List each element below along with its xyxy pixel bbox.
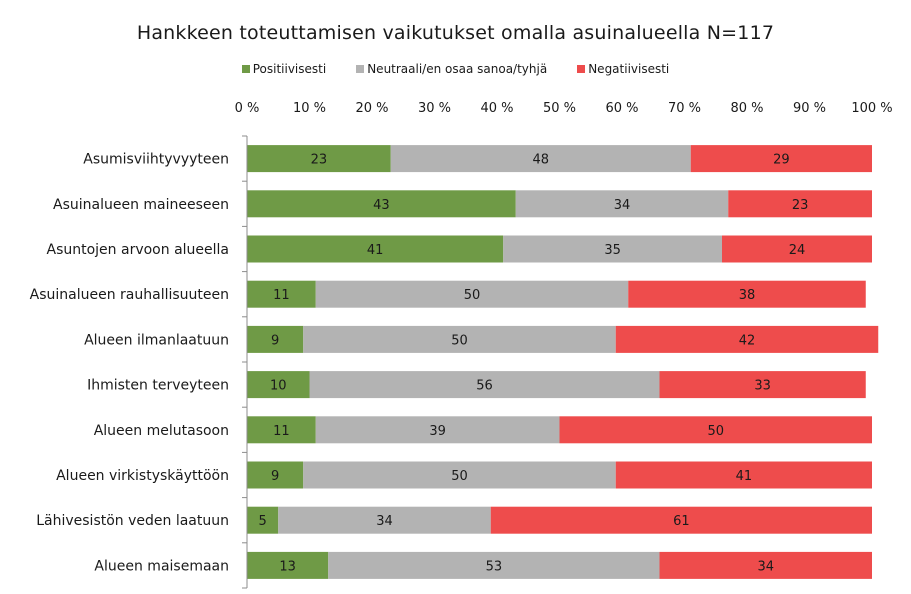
data-label: 24 <box>789 243 806 258</box>
category-label: Asuntojen arvoon alueella <box>47 242 230 258</box>
data-label: 38 <box>739 288 756 303</box>
bar-segment <box>315 280 629 308</box>
bar-segment <box>247 280 316 308</box>
x-tick-label: 30 % <box>418 101 451 116</box>
bar-segment <box>503 235 722 263</box>
legend-item-negative: Negatiivisesti <box>577 62 669 76</box>
bar-segment <box>247 416 316 444</box>
category-label: Alueen melutasoon <box>94 423 229 439</box>
data-label: 13 <box>279 559 296 574</box>
bar-segment <box>615 325 879 353</box>
bar-segment <box>303 325 616 353</box>
x-tick-label: 90 % <box>793 101 826 116</box>
category-label: Asumisviihtyvyyteen <box>83 152 229 168</box>
data-label: 9 <box>271 469 279 484</box>
category-label: Alueen virkistyskäyttöön <box>56 468 229 484</box>
bar-segment <box>490 506 872 534</box>
data-label: 5 <box>258 514 266 529</box>
x-tick-label: 70 % <box>668 101 701 116</box>
bar-segment <box>247 145 391 173</box>
data-label: 41 <box>367 243 384 258</box>
bar-segment <box>628 280 866 308</box>
data-label: 34 <box>614 198 631 213</box>
legend-label-negative: Negatiivisesti <box>588 62 670 76</box>
bar-segment <box>659 551 872 579</box>
bar-segment <box>247 551 329 579</box>
bar-segment <box>690 145 872 173</box>
data-label: 11 <box>273 288 290 303</box>
x-tick-label: 50 % <box>543 101 576 116</box>
bar-segment <box>247 506 279 534</box>
x-tick-label: 10 % <box>293 101 326 116</box>
bar-segment <box>390 145 691 173</box>
chart-title: Hankkeen toteuttamisen vaikutukset omall… <box>136 22 775 44</box>
data-label: 42 <box>739 333 756 348</box>
data-label: 50 <box>451 469 468 484</box>
bar-segment <box>278 506 491 534</box>
data-label: 23 <box>792 198 809 213</box>
x-tick-label: 80 % <box>730 101 763 116</box>
category-label: Alueen ilmanlaatuun <box>84 332 229 348</box>
category-label: Alueen maisemaan <box>94 558 229 574</box>
data-label: 61 <box>673 514 690 529</box>
x-tick-label: 60 % <box>605 101 638 116</box>
data-label: 43 <box>373 198 390 213</box>
bar-segment <box>247 235 504 263</box>
bar-segment <box>659 371 866 399</box>
category-label: Ihmisten terveyteen <box>87 378 229 394</box>
bar-segment <box>615 461 872 489</box>
data-label: 10 <box>270 379 287 394</box>
data-label: 35 <box>604 243 621 258</box>
legend-item-positive: Positiivisesti <box>241 62 327 76</box>
data-label: 48 <box>532 153 549 168</box>
data-label: 29 <box>773 153 790 168</box>
data-label: 9 <box>271 333 279 348</box>
legend: Positiivisesti Neutraali/en osaa sanoa/t… <box>0 62 911 76</box>
category-label: Asuinalueen maineeseen <box>53 197 229 213</box>
bar-segment <box>515 190 729 218</box>
data-label: 34 <box>757 559 774 574</box>
x-tick-label: 20 % <box>355 101 388 116</box>
data-label: 53 <box>486 559 503 574</box>
data-label: 50 <box>464 288 481 303</box>
legend-label-positive: Positiivisesti <box>252 62 327 76</box>
bar-segment <box>315 416 560 444</box>
data-label: 50 <box>451 333 468 348</box>
data-label: 34 <box>376 514 393 529</box>
legend-swatch-positive <box>241 65 250 73</box>
data-label: 56 <box>476 379 493 394</box>
x-tick-label: 40 % <box>480 101 513 116</box>
data-label: 41 <box>736 469 753 484</box>
bar-segment <box>247 371 310 399</box>
bar-segment <box>328 551 660 579</box>
x-tick-label: 100 % <box>851 101 892 116</box>
data-label: 23 <box>311 153 328 168</box>
x-tick-label: 0 % <box>235 101 260 116</box>
data-label: 11 <box>273 424 290 439</box>
data-label: 50 <box>707 424 724 439</box>
bar-segment <box>728 190 872 218</box>
bar-segment <box>722 235 872 263</box>
legend-swatch-neutral <box>356 65 365 73</box>
legend-swatch-negative <box>577 65 586 73</box>
bar-segment <box>247 190 516 218</box>
bar-segment <box>247 461 304 489</box>
bar-segment <box>309 371 660 399</box>
data-label: 33 <box>754 379 771 394</box>
legend-item-neutral: Neutraali/en osaa sanoa/tyhjä <box>356 62 547 76</box>
data-label: 39 <box>429 424 446 439</box>
legend-label-neutral: Neutraali/en osaa sanoa/tyhjä <box>367 62 548 76</box>
bar-segment <box>247 325 304 353</box>
category-label: Lähivesistön veden laatuun <box>36 513 229 529</box>
category-label: Asuinalueen rauhallisuuteen <box>30 287 229 303</box>
bar-segment <box>303 461 616 489</box>
bar-segment <box>559 416 872 444</box>
